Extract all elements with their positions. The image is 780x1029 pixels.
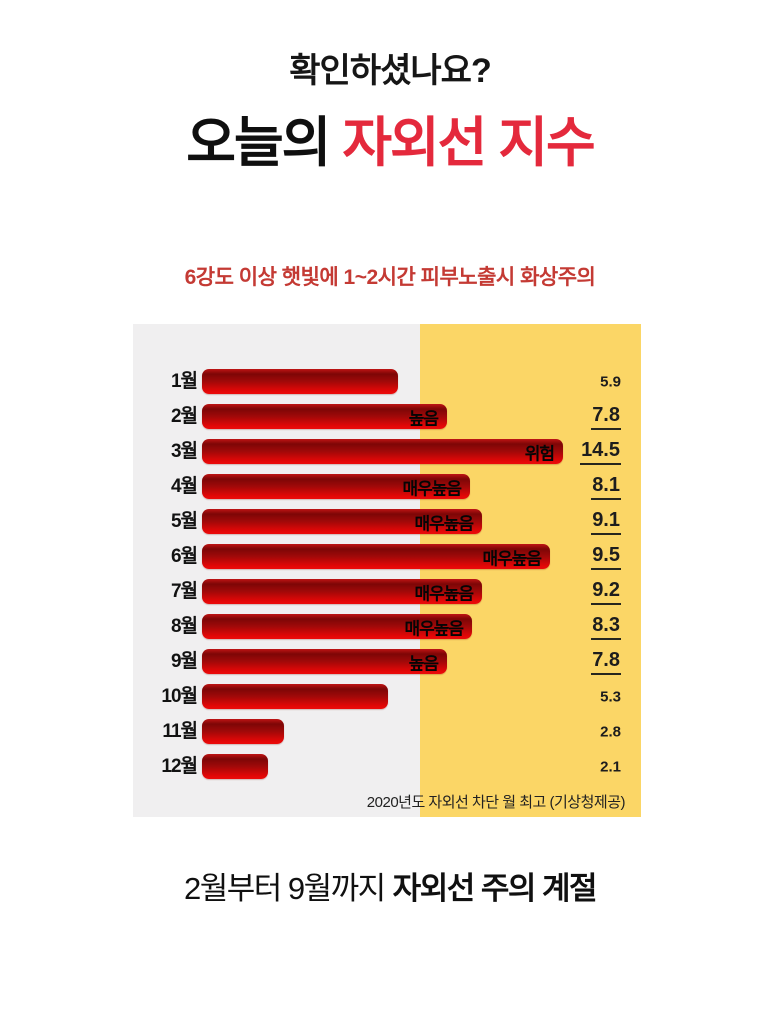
chart-row-12: 12월 2.1 <box>133 754 641 779</box>
month-label: 4월 <box>170 476 198 497</box>
chart-row-11: 11월 2.8 <box>133 719 641 744</box>
chart-row-1: 1월 5.9 <box>133 369 641 394</box>
month-label: 10월 <box>161 686 198 707</box>
grade-label: 높음 <box>408 409 439 428</box>
month-label: 5월 <box>170 511 198 532</box>
bar-track <box>202 684 641 709</box>
uv-bar: 높음 <box>202 649 447 674</box>
uv-bar-chart: 1월 5.9 2월 높음 7.8 3월 위험 14.5 4월 매우높음 8.1 5월 매우높음 9.1 6월… <box>133 324 641 817</box>
chart-row-7: 7월 매우높음 9.2 <box>133 579 641 605</box>
month-label: 3월 <box>170 441 198 462</box>
uv-value: 8.3 <box>591 614 621 640</box>
pretitle: 확인하셨나요? <box>289 52 491 90</box>
bar-track: 매우높음 <box>202 579 641 604</box>
grade-label: 위험 <box>524 444 555 463</box>
month-label: 1월 <box>170 371 198 392</box>
footer-regular-part: 2월부터 9월까지 <box>183 871 386 906</box>
uv-bar: 매우높음 <box>202 579 482 604</box>
uv-index-infographic: 확인하셨나요? 오늘의 자외선 지수 6강도 이상 햇빛에 1~2시간 피부노출… <box>0 50 780 1029</box>
bar-track <box>202 369 641 394</box>
warning-subtitle: 6강도 이상 햇빛에 1~2시간 피부노출시 화상주의 <box>184 266 596 289</box>
chart-caption: 2020년도 자외선 차단 월 최고 (기상청제공) <box>366 794 626 811</box>
chart-row-5: 5월 매우높음 9.1 <box>133 509 641 535</box>
month-label: 12월 <box>161 756 198 777</box>
chart-row-3: 3월 위험 14.5 <box>133 439 641 465</box>
uv-bar: 매우높음 <box>202 614 472 639</box>
bar-track: 매우높음 <box>202 614 641 639</box>
uv-value: 9.2 <box>591 579 621 605</box>
bar-track: 높음 <box>202 649 641 674</box>
chart-row-4: 4월 매우높음 8.1 <box>133 474 641 500</box>
uv-bar: 위험 <box>202 439 563 464</box>
bar-track: 높음 <box>202 404 641 429</box>
month-label: 11월 <box>162 721 198 742</box>
grade-label: 매우높음 <box>414 584 474 603</box>
footer-bold-part: 자외선 주의 계절 <box>392 871 598 906</box>
page-title: 오늘의 자외선 지수 <box>0 108 780 178</box>
uv-bar: 매우높음 <box>202 474 470 499</box>
chart-row-8: 8월 매우높음 8.3 <box>133 614 641 640</box>
chart-row-2: 2월 높음 7.8 <box>133 404 641 430</box>
footer-text: 2월부터 9월까지 자외선 주의 계절 <box>0 867 780 911</box>
uv-bar: 높음 <box>202 404 447 429</box>
uv-value: 5.3 <box>600 688 621 705</box>
uv-value: 7.8 <box>591 649 621 675</box>
bar-track <box>202 754 641 779</box>
grade-label: 높음 <box>408 654 439 673</box>
bar-track: 위험 <box>202 439 641 464</box>
uv-value: 7.8 <box>591 404 621 430</box>
grade-label: 매우높음 <box>414 514 474 533</box>
month-label: 6월 <box>170 546 198 567</box>
uv-value: 9.5 <box>591 544 621 570</box>
chart-row-10: 10월 5.3 <box>133 684 641 709</box>
bar-track <box>202 719 641 744</box>
danger-zone-background <box>420 324 641 817</box>
bar-track: 매우높음 <box>202 544 641 569</box>
uv-value: 2.8 <box>600 723 621 740</box>
uv-value: 5.9 <box>600 373 621 390</box>
uv-value: 8.1 <box>591 474 621 500</box>
uv-value: 2.1 <box>600 758 621 775</box>
bar-track: 매우높음 <box>202 509 641 534</box>
month-label: 9월 <box>170 651 198 672</box>
uv-bar <box>202 369 398 394</box>
grade-label: 매우높음 <box>482 549 542 568</box>
month-label: 2월 <box>170 406 198 427</box>
grade-label: 매우높음 <box>402 479 462 498</box>
grade-label: 매우높음 <box>404 619 464 638</box>
uv-value: 9.1 <box>591 509 621 535</box>
chart-row-9: 9월 높음 7.8 <box>133 649 641 675</box>
page-title-black-part: 오늘의 <box>186 113 343 173</box>
uv-bar <box>202 684 388 709</box>
chart-rows: 1월 5.9 2월 높음 7.8 3월 위험 14.5 4월 매우높음 8.1 5월 매우높음 9.1 6월… <box>133 324 641 779</box>
uv-bar <box>202 754 268 779</box>
month-label: 8월 <box>170 616 198 637</box>
month-label: 7월 <box>170 581 198 602</box>
uv-bar <box>202 719 284 744</box>
bar-track: 매우높음 <box>202 474 641 499</box>
uv-value: 14.5 <box>580 439 621 465</box>
uv-bar: 매우높음 <box>202 509 482 534</box>
page-title-red-part: 자외선 지수 <box>342 113 595 173</box>
uv-bar: 매우높음 <box>202 544 550 569</box>
chart-row-6: 6월 매우높음 9.5 <box>133 544 641 570</box>
